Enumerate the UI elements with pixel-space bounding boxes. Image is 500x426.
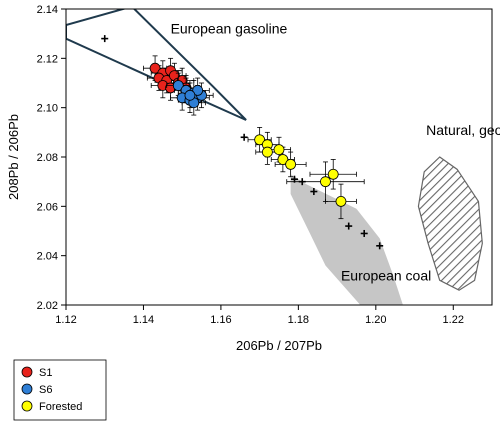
regions-layer: [66, 9, 483, 305]
series-s6: [166, 72, 214, 116]
reference-cross: [376, 242, 384, 250]
x-tick-label: 1.20: [365, 314, 386, 326]
legend-marker-forested: [21, 400, 33, 412]
region-natural-geogenic: [417, 156, 483, 291]
data-point-forested: [261, 146, 273, 158]
reference-cross: [240, 133, 248, 141]
annotation-european-coal: European coal: [341, 267, 431, 283]
x-tick-label: 1.18: [288, 314, 309, 326]
legend-label-forested: Forested: [39, 401, 82, 413]
axes-layer: 1.12 1.14 1.16 1.18 1.20 1.22 2.02 2.04 2.06 2.08…: [37, 4, 464, 326]
legend-label-s6: S6: [39, 384, 52, 396]
data-point-forested: [327, 168, 339, 180]
region-european-coal: [290, 174, 403, 305]
legend-marker-s1: [21, 366, 33, 378]
legend: S1 S6 Forested: [13, 359, 107, 421]
y-tick-label: 2.12: [37, 53, 58, 65]
y-tick-label: 2.06: [37, 201, 58, 213]
data-point-forested: [335, 195, 347, 207]
data-point-forested: [285, 158, 297, 170]
reference-cross: [345, 222, 353, 230]
y-tick-label: 2.08: [37, 152, 58, 164]
data-point-forested: [254, 134, 266, 146]
reference-cross: [310, 188, 318, 196]
x-axis-title: 206Pb / 207Pb: [236, 338, 322, 353]
y-tick-label: 2.02: [37, 300, 58, 312]
x-tick-label: 1.12: [55, 314, 76, 326]
reference-points-layer: [101, 35, 384, 250]
annotation-layer: European gasoline Natural, geogenic Europe…: [171, 21, 500, 284]
data-point-forested: [320, 176, 331, 188]
data-point-s1: [149, 62, 161, 74]
data-point-s6: [184, 89, 196, 101]
legend-label-s1: S1: [39, 367, 52, 379]
legend-marker-s6: [21, 383, 33, 395]
y-tick-label: 2.14: [37, 4, 58, 16]
annotation-natural-geogenic: Natural, geogenic: [426, 122, 500, 138]
y-tick-label: 2.10: [37, 103, 58, 115]
data-point-s6: [172, 80, 184, 91]
y-axis-title: 208Pb / 206Pb: [6, 114, 21, 200]
region-european-gasoline: [66, 9, 247, 121]
data-point-forested: [273, 144, 285, 156]
data-point-s6: [192, 85, 204, 96]
reference-cross: [360, 229, 368, 237]
x-tick-label: 1.16: [210, 314, 231, 326]
x-tick-label: 1.14: [133, 314, 154, 326]
y-tick-label: 2.04: [37, 251, 58, 263]
data-points-layer: [143, 55, 365, 220]
data-point-forested: [277, 154, 289, 165]
series-forested: [247, 127, 365, 220]
reference-cross: [101, 35, 109, 43]
x-tick-label: 1.22: [443, 314, 464, 326]
annotation-european-gasoline: European gasoline: [171, 21, 288, 37]
